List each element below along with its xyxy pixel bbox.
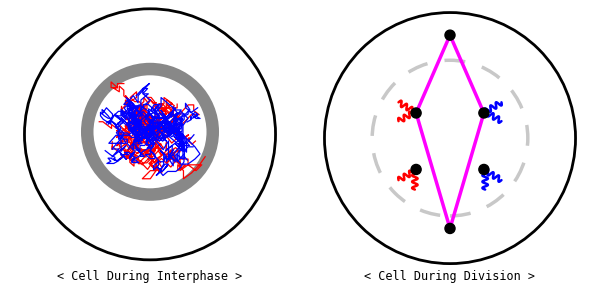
Circle shape <box>25 9 275 260</box>
Circle shape <box>411 165 421 174</box>
Text: < Cell During Interphase >: < Cell During Interphase > <box>58 270 242 283</box>
Circle shape <box>445 223 455 234</box>
Circle shape <box>445 30 455 40</box>
Circle shape <box>411 108 421 118</box>
Circle shape <box>479 108 489 118</box>
Circle shape <box>325 13 575 264</box>
Text: < Cell During Division >: < Cell During Division > <box>365 270 536 283</box>
Circle shape <box>479 165 489 174</box>
